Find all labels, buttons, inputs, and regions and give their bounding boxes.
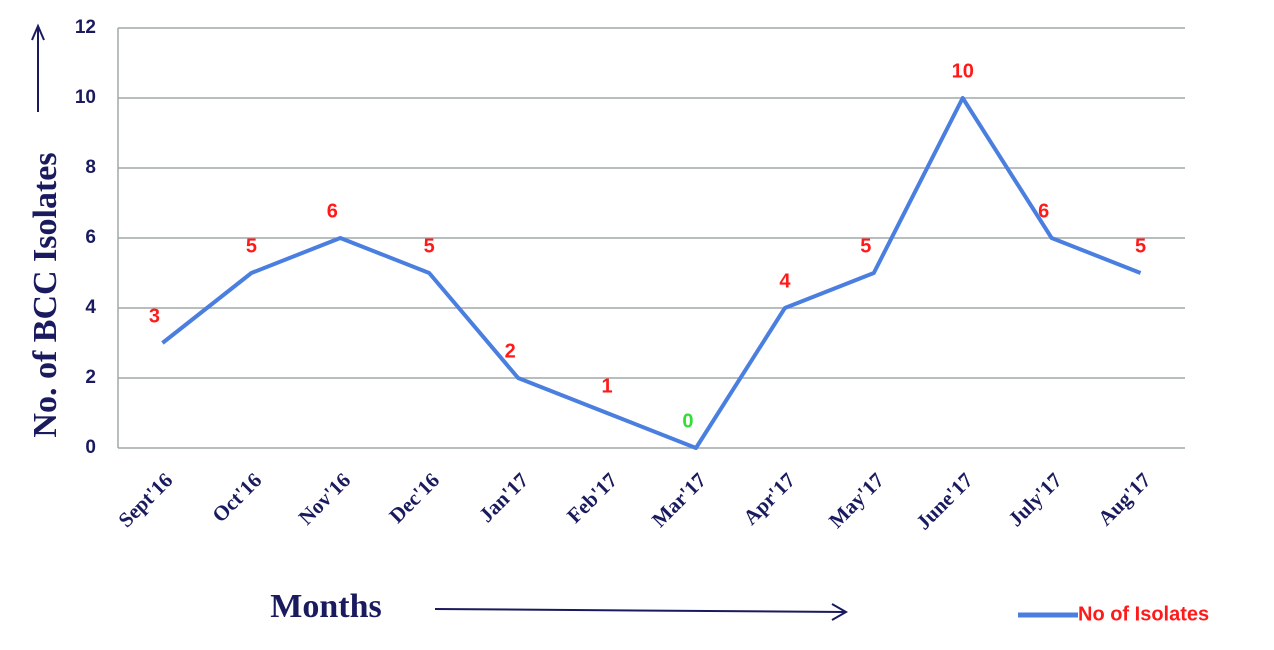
y-tick-label: 0 <box>85 437 96 458</box>
data-label: 2 <box>505 340 516 362</box>
y-tick-label: 6 <box>85 227 96 248</box>
y-arrow <box>31 23 45 112</box>
legend-label: No of Isolates <box>1078 603 1209 625</box>
y-tick-label: 10 <box>75 87 96 108</box>
x-tick-label: Apr'17 <box>738 468 800 530</box>
y-tick-label: 2 <box>85 367 96 388</box>
data-label: 0 <box>682 410 693 432</box>
x-axis-title: Months <box>270 588 381 625</box>
data-label: 5 <box>1135 235 1146 257</box>
data-label: 5 <box>424 235 435 257</box>
x-tick-label: Jan'17 <box>474 468 533 527</box>
x-tick-label: Nov'16 <box>294 468 356 530</box>
y-axis-title: No. of BCC Isolates <box>27 152 64 437</box>
data-label: 3 <box>149 305 160 327</box>
x-tick-label: Dec'16 <box>384 468 444 528</box>
data-label: 10 <box>952 60 974 82</box>
x-tick-label: Feb'17 <box>562 468 622 528</box>
x-tick-label: Aug'17 <box>1093 468 1155 530</box>
x-arrow <box>434 603 849 621</box>
data-label: 5 <box>246 235 257 257</box>
x-tick-label: July'17 <box>1003 468 1066 531</box>
data-label: 1 <box>601 375 612 397</box>
data-label: 5 <box>860 235 871 257</box>
data-label: 6 <box>327 200 338 222</box>
y-tick-label: 12 <box>75 17 96 38</box>
y-tick-label: 4 <box>85 297 96 318</box>
x-tick-label: June'17 <box>911 468 977 534</box>
x-tick-label: Oct'16 <box>207 468 266 527</box>
x-tick-label: Sept'16 <box>113 468 177 532</box>
y-tick-label: 8 <box>85 157 96 178</box>
data-label: 4 <box>779 270 791 292</box>
data-label: 6 <box>1038 200 1049 222</box>
x-tick-label: May'17 <box>824 468 889 533</box>
x-tick-label: Mar'17 <box>647 468 711 532</box>
line <box>161 96 1142 450</box>
